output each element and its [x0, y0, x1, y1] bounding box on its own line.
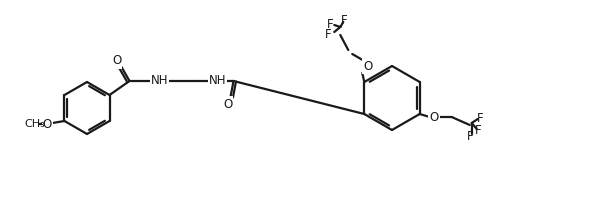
Text: O: O — [429, 110, 439, 124]
Text: F: F — [341, 13, 347, 27]
Text: F: F — [466, 130, 473, 144]
Text: F: F — [327, 18, 334, 31]
Text: NH: NH — [151, 74, 168, 88]
Text: O: O — [112, 54, 121, 68]
Text: CH₃: CH₃ — [24, 119, 45, 129]
Text: O: O — [364, 60, 373, 72]
Text: NH: NH — [209, 74, 226, 88]
Text: F: F — [476, 111, 483, 125]
Text: F: F — [475, 124, 481, 136]
Text: O: O — [43, 117, 52, 130]
Text: O: O — [223, 97, 232, 110]
Text: F: F — [325, 29, 332, 42]
